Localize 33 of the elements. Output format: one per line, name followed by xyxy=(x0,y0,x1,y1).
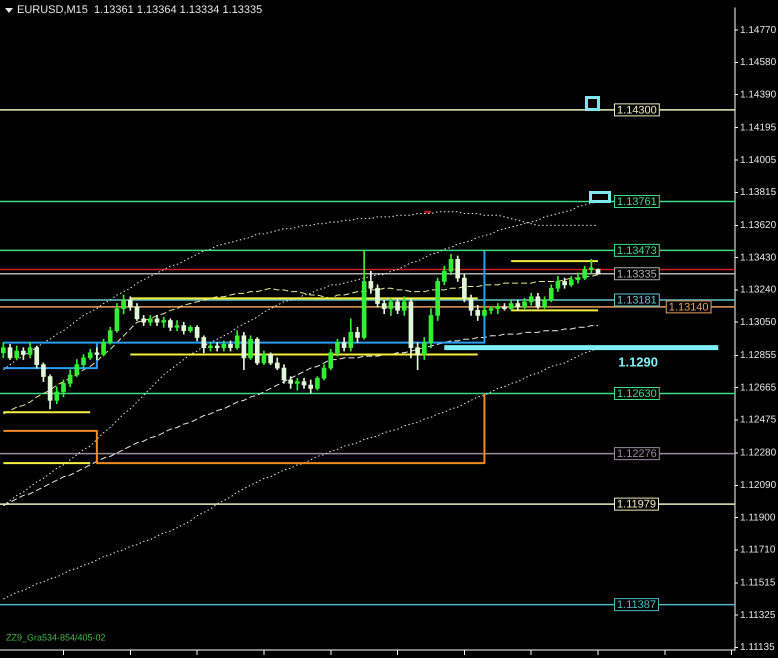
y-tick-label: 1.14005 xyxy=(740,154,777,166)
y-tick-label: 1.13430 xyxy=(740,252,777,264)
ref-line-label: 1.13473 xyxy=(617,244,657,257)
ref-line-label: 1.13761 xyxy=(617,196,657,208)
ref-line-label: 1.14300 xyxy=(617,104,657,116)
y-tick-label: 1.11135 xyxy=(740,642,776,654)
ref-line-label: 1.13335 xyxy=(617,268,657,280)
y-tick-label: 1.14195 xyxy=(740,122,777,134)
series-label: 1.1290 xyxy=(618,354,658,370)
ref-line-label: 1.13181 xyxy=(617,294,657,306)
y-tick-label: 1.12090 xyxy=(740,480,777,492)
ref-line-label: 1.11387 xyxy=(617,599,656,612)
y-tick-label: 1.11325 xyxy=(740,610,776,621)
y-tick-label: 1.12475 xyxy=(740,414,777,426)
y-tick-label: 1.13050 xyxy=(740,316,777,328)
y-tick-label: 1.12855 xyxy=(740,350,777,362)
ref-line-label: 1.12276 xyxy=(617,448,657,460)
y-tick-label: 1.11900 xyxy=(740,512,776,524)
ref-line-label: 1.12630 xyxy=(617,388,657,400)
y-tick-label: 1.11515 xyxy=(740,578,776,589)
y-tick-label: 1.11710 xyxy=(740,544,776,556)
ref-line-label: 1.11979 xyxy=(617,498,656,511)
y-tick-label: 1.13240 xyxy=(740,284,777,296)
y-tick-label: 1.14580 xyxy=(740,57,777,68)
y-tick-label: 1.14390 xyxy=(740,89,777,100)
y-tick-label: 1.13620 xyxy=(740,220,777,232)
ref-line-label: 1.13140 xyxy=(668,301,709,314)
y-tick-label: 1.12665 xyxy=(740,382,777,394)
annotation: ZZ9_Gra534-854/405-02 xyxy=(6,632,106,642)
chart-title: EURUSD,M15 1.13361 1.13364 1.13334 1.13335 xyxy=(17,4,262,16)
y-tick-label: 1.14770 xyxy=(740,24,777,36)
y-tick-label: 1.12280 xyxy=(740,448,777,459)
y-tick-label: 1.13815 xyxy=(740,187,777,198)
